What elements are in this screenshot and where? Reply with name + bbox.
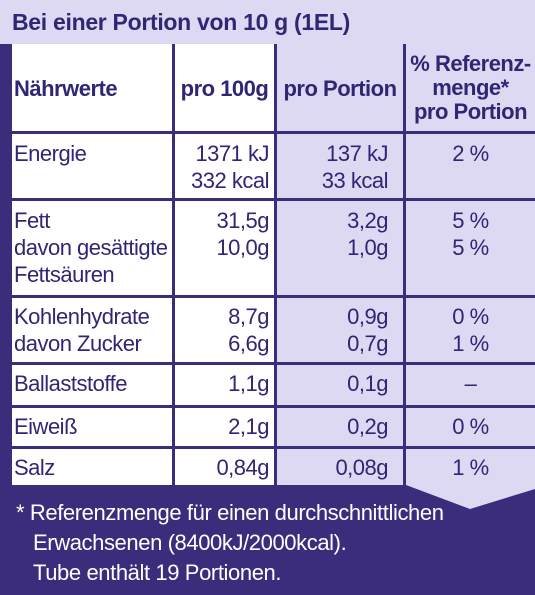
value-line: 332 kcal — [191, 168, 269, 193]
value-ri: 1 % — [452, 455, 489, 480]
value-line: 10,0g — [216, 235, 269, 260]
portion-header: Bei einer Portion von 10 g (1EL) — [0, 0, 535, 44]
value-line: 137 kJ — [326, 141, 388, 166]
value-line: 6,6g — [228, 331, 269, 356]
value-line: 0 % — [452, 304, 489, 329]
row-divider — [12, 362, 535, 365]
column-divider — [172, 44, 175, 485]
value-portion: 0,2g — [347, 414, 388, 439]
portion-header-text: Bei einer Portion von 10 g (1EL) — [12, 8, 351, 35]
value-line: 0,7g — [347, 331, 388, 356]
col-header-ri-line: pro Portion — [413, 99, 528, 124]
value-line: 1 % — [452, 331, 489, 356]
value-line: 3,2g — [347, 208, 388, 233]
column-divider — [403, 44, 406, 485]
col-header-ri-line: % Referenz- — [410, 51, 531, 76]
label-line: Fettsäuren — [14, 262, 115, 287]
value-line: 1371 kJ — [195, 141, 269, 166]
value-ri: 5 % 5 % — [406, 207, 535, 261]
row-divider — [12, 131, 535, 134]
value-per100: 8,7g 6,6g — [175, 303, 269, 357]
col-header-portion: pro Portion — [283, 76, 397, 101]
value-per100: 2,1g — [228, 414, 269, 439]
value-portion: 0,08g — [335, 455, 388, 480]
row-label: Salz — [14, 455, 55, 480]
row-label: Eiweiß — [14, 414, 78, 439]
value-ri: – — [464, 371, 477, 396]
value-portion: 0,9g 0,7g — [277, 303, 388, 357]
value-per100: 31,5g 10,0g — [175, 207, 269, 261]
value-line: 31,5g — [216, 208, 269, 233]
value-line: 33 kcal — [321, 168, 389, 193]
col-header-naehrwerte: Nährwerte — [14, 76, 118, 101]
value-line: 1,0g — [347, 235, 388, 260]
value-per100: 1,1g — [228, 371, 269, 396]
value-portion: 3,2g 1,0g — [277, 207, 388, 261]
row-divider — [12, 198, 535, 201]
value-line: 5 % — [452, 235, 489, 260]
value-line: 0,9g — [347, 304, 388, 329]
row-divider — [12, 446, 535, 449]
row-label: Kohlenhydrate davon Zucker — [14, 303, 150, 357]
value-line: 5 % — [452, 208, 489, 233]
footnote: * Referenzmenge für einen durchschnittli… — [0, 485, 535, 595]
nutrition-table: Nährwerte pro 100g pro Portion % Referen… — [12, 44, 535, 485]
col-header-per100: pro 100g — [180, 76, 269, 101]
row-divider — [12, 295, 535, 298]
value-ri: 0 % — [452, 414, 489, 439]
footnote-line: Erwachsenen (8400kJ/2000kcal). — [33, 530, 347, 555]
ri-column-shade — [406, 44, 535, 485]
footnote-line: * Referenzmenge für einen durchschnittli… — [16, 500, 444, 525]
label-line: Fett — [14, 208, 50, 233]
value-ri: 2 % — [452, 141, 489, 166]
footnote-line: Tube enthält 19 Portionen. — [33, 560, 282, 585]
value-portion: 0,1g — [347, 371, 388, 396]
col-header-ri: % Referenz- menge* pro Portion — [406, 52, 535, 124]
row-label: Fett davon gesättigte Fettsäuren — [14, 207, 168, 288]
row-label: Energie — [14, 141, 87, 166]
portion-column-shade — [277, 44, 403, 485]
footer-notch-decoration — [406, 485, 535, 509]
row-label: Ballaststoffe — [14, 371, 127, 396]
label-line: Kohlenhydrate — [14, 304, 150, 329]
value-per100: 1371 kJ 332 kcal — [175, 140, 269, 194]
value-portion: 137 kJ 33 kcal — [277, 140, 389, 194]
value-per100: 0,84g — [216, 455, 269, 480]
column-divider — [274, 44, 277, 485]
label-line: davon gesättigte — [14, 235, 168, 260]
value-line: 8,7g — [228, 304, 269, 329]
label-line: davon Zucker — [14, 331, 142, 356]
row-divider — [12, 405, 535, 408]
value-ri: 0 % 1 % — [406, 303, 535, 357]
col-header-ri-line: menge* — [432, 75, 509, 100]
